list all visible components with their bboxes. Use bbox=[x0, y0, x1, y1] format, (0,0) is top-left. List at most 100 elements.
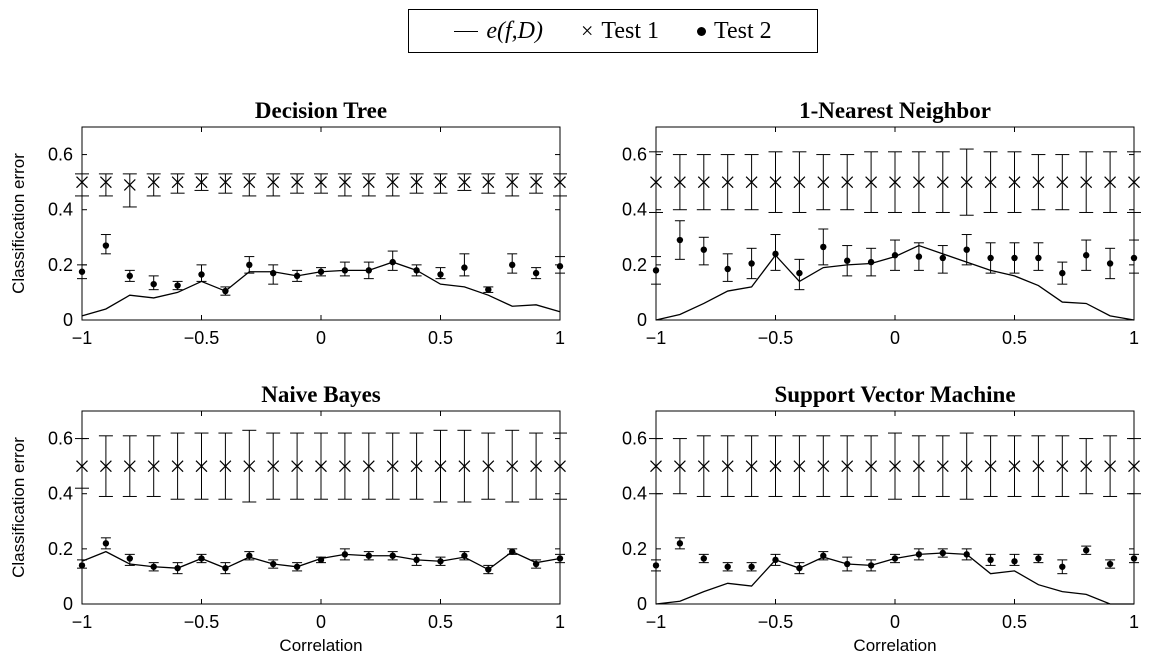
test2-dot-marker bbox=[963, 551, 970, 558]
test1-cross-marker bbox=[267, 176, 280, 189]
test1-cross-marker bbox=[219, 460, 232, 473]
test2-dot-marker bbox=[485, 566, 492, 573]
test2-dot-marker bbox=[341, 267, 349, 274]
chart-title: Naive Bayes bbox=[261, 382, 381, 407]
test2-dot-marker bbox=[509, 261, 516, 269]
legend-test2-label: Test 2 bbox=[714, 17, 772, 44]
test1-cross-marker bbox=[1056, 176, 1069, 189]
y-tick-label: 0.2 bbox=[48, 539, 73, 559]
y-tick-label: 0.4 bbox=[622, 200, 647, 220]
x-tick-label: 0 bbox=[316, 612, 326, 632]
test1-cross-marker bbox=[434, 176, 447, 189]
test2-dot-marker bbox=[772, 556, 779, 564]
test1-cross-marker bbox=[99, 176, 112, 189]
test1-cross-marker bbox=[936, 176, 949, 189]
legend-test1-label: Test 1 bbox=[601, 17, 660, 44]
test1-cross-marker bbox=[123, 178, 136, 191]
test1-cross-marker bbox=[1080, 460, 1093, 473]
test1-cross-marker bbox=[291, 460, 304, 473]
test1-cross-marker bbox=[841, 176, 854, 189]
test1-cross-marker bbox=[1104, 176, 1117, 189]
x-tick-label: 0.5 bbox=[1002, 612, 1027, 632]
x-tick-label: 1 bbox=[1129, 612, 1139, 632]
test1-cross-marker bbox=[841, 460, 854, 473]
chart-panel-3: Naive Bayes 0 0.2 0.4 0.6 −1 −0.5 0 0.5 1 Correlat… bbox=[9, 382, 567, 655]
test2-dot-marker bbox=[102, 242, 110, 249]
x-tick-label: 1 bbox=[1129, 328, 1139, 348]
test2-dot-marker bbox=[820, 243, 827, 251]
chart-panel-1: Decision Tree 0 0.2 0.4 0.6 −1 −0.5 0 0.5 1 Classi… bbox=[9, 98, 567, 348]
test1-cross-marker bbox=[195, 176, 208, 189]
test1-cross-marker bbox=[291, 176, 304, 189]
test2-dot-marker bbox=[222, 287, 229, 295]
test1-cross-marker bbox=[793, 460, 806, 473]
x-tick-label: −1 bbox=[646, 612, 667, 632]
test2-dot-marker bbox=[270, 560, 277, 568]
test1-cross-marker bbox=[434, 460, 447, 473]
test2-dot-marker bbox=[509, 548, 516, 555]
test2-dot-marker bbox=[772, 250, 779, 258]
legend-item-test2: Test 2 bbox=[697, 18, 772, 45]
test2-dot-marker bbox=[1106, 560, 1114, 568]
test2-dot-marker bbox=[867, 258, 875, 266]
test2-dot-marker bbox=[485, 286, 492, 293]
legend-box: e(f,D) × Test 1 Test 2 bbox=[408, 9, 818, 53]
test2-dot-marker bbox=[1035, 555, 1042, 562]
chart-panel-4: Support Vector Machine 0 0.2 0.4 0.6 −1 −0.5 0 0… bbox=[622, 382, 1141, 655]
test2-dot-marker bbox=[1035, 254, 1042, 262]
test1-cross-marker bbox=[769, 176, 782, 189]
test2-dot-marker bbox=[365, 267, 372, 274]
test1-cross-marker bbox=[386, 176, 399, 189]
test2-dot-marker bbox=[222, 564, 229, 572]
test2-dot-marker bbox=[820, 552, 827, 559]
test2-dot-marker bbox=[1130, 254, 1138, 262]
test2-dot-marker bbox=[1011, 254, 1018, 262]
test1-cross-marker bbox=[99, 460, 112, 473]
test2-dot-marker bbox=[963, 246, 970, 253]
test1-cross-marker bbox=[171, 176, 184, 189]
y-tick-label: 0.4 bbox=[622, 484, 647, 504]
test1-cross-marker bbox=[506, 176, 519, 189]
test1-cross-marker bbox=[960, 176, 973, 189]
x-axis-label: Correlation bbox=[279, 636, 362, 655]
test1-cross-marker bbox=[721, 460, 734, 473]
test1-cross-marker bbox=[338, 460, 351, 473]
test2-dot-marker bbox=[1083, 547, 1090, 554]
test2-dot-marker bbox=[461, 264, 468, 271]
test2-dot-marker bbox=[78, 562, 86, 569]
test2-dot-marker bbox=[1059, 269, 1066, 277]
test2-dot-marker bbox=[748, 260, 755, 267]
test1-cross-marker bbox=[889, 176, 901, 189]
y-axis-label: Classification error bbox=[9, 437, 28, 578]
test2-dot-marker bbox=[1059, 563, 1066, 570]
x-tick-label: 0 bbox=[316, 328, 326, 348]
dot-marker-icon bbox=[697, 26, 707, 36]
x-tick-label: 0 bbox=[890, 328, 900, 348]
test1-cross-marker bbox=[960, 460, 973, 473]
test1-cross-marker bbox=[123, 460, 136, 473]
x-tick-label: −0.5 bbox=[184, 328, 220, 348]
test1-cross-marker bbox=[673, 460, 686, 473]
test1-cross-marker bbox=[554, 460, 566, 473]
legend-line-label: e(f,D) bbox=[486, 17, 543, 44]
test1-cross-marker bbox=[721, 176, 734, 189]
y-tick-label: 0.6 bbox=[48, 429, 73, 449]
test2-dot-marker bbox=[748, 563, 755, 570]
test2-dot-marker bbox=[270, 269, 277, 277]
test1-cross-marker bbox=[195, 460, 208, 473]
test2-dot-marker bbox=[556, 555, 564, 562]
test2-dot-marker bbox=[126, 555, 133, 562]
test2-dot-marker bbox=[413, 556, 420, 564]
test2-dot-marker bbox=[915, 551, 923, 558]
legend-item-line: e(f,D) bbox=[454, 18, 543, 45]
y-tick-label: 0.2 bbox=[48, 255, 73, 275]
test1-cross-marker bbox=[482, 460, 495, 473]
test1-cross-marker bbox=[745, 460, 758, 473]
test1-cross-marker bbox=[1128, 460, 1140, 473]
y-tick-label: 0.6 bbox=[48, 145, 73, 165]
test1-cross-marker bbox=[865, 176, 878, 189]
test1-cross-marker bbox=[338, 176, 351, 189]
test1-cross-marker bbox=[769, 460, 782, 473]
test1-cross-marker bbox=[1032, 460, 1045, 473]
